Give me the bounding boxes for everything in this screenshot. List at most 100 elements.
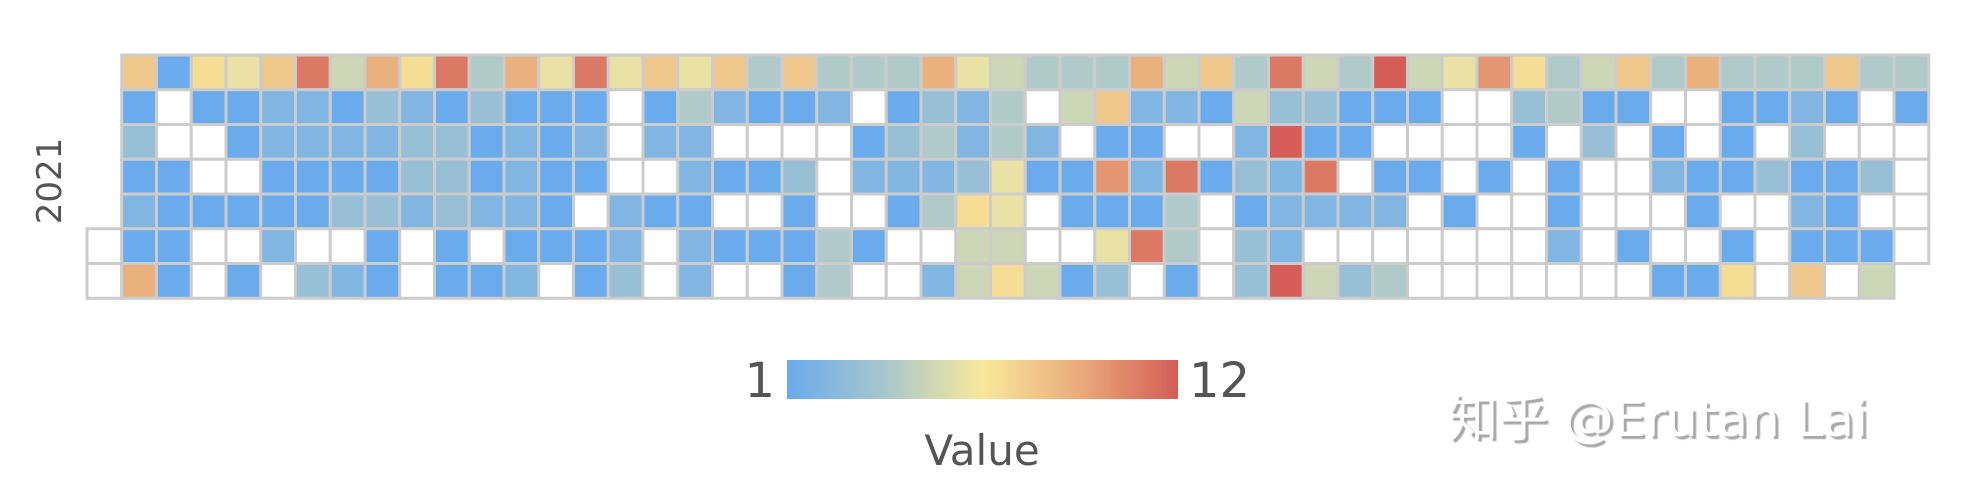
calendar-cell[interactable] — [189, 227, 228, 265]
calendar-cell[interactable] — [1649, 262, 1687, 300]
calendar-cell[interactable] — [1406, 192, 1444, 231]
calendar-cell[interactable] — [1892, 192, 1931, 231]
calendar-cell[interactable] — [1788, 192, 1826, 231]
calendar-cell[interactable] — [572, 227, 610, 265]
calendar-cell[interactable] — [1023, 53, 1062, 92]
calendar-cell[interactable] — [1649, 53, 1687, 92]
calendar-cell[interactable] — [1788, 123, 1826, 161]
calendar-cell[interactable] — [1718, 192, 1757, 231]
calendar-cell[interactable] — [1579, 192, 1618, 231]
calendar-cell[interactable] — [1197, 262, 1236, 300]
calendar-cell[interactable] — [537, 53, 575, 92]
calendar-cell[interactable] — [1684, 123, 1722, 161]
calendar-cell[interactable] — [433, 192, 471, 231]
calendar-cell[interactable] — [155, 157, 193, 196]
calendar-cell[interactable] — [884, 227, 923, 265]
calendar-cell[interactable] — [294, 88, 332, 126]
calendar-cell[interactable] — [1336, 157, 1375, 196]
calendar-cell[interactable] — [850, 123, 888, 161]
calendar-cell[interactable] — [884, 53, 923, 92]
calendar-cell[interactable] — [745, 157, 784, 196]
calendar-cell[interactable] — [1058, 157, 1097, 196]
calendar-cell[interactable] — [1892, 157, 1931, 196]
calendar-cell[interactable] — [711, 88, 749, 126]
calendar-cell[interactable] — [1718, 262, 1757, 300]
calendar-cell[interactable] — [1475, 88, 1514, 126]
calendar-cell[interactable] — [189, 53, 228, 92]
calendar-cell[interactable] — [780, 88, 819, 126]
calendar-cell[interactable] — [919, 123, 958, 161]
calendar-cell[interactable] — [572, 157, 610, 196]
calendar-cell[interactable] — [1023, 227, 1062, 265]
calendar-cell[interactable] — [328, 53, 367, 92]
calendar-cell[interactable] — [1892, 88, 1931, 126]
calendar-cell[interactable] — [745, 227, 784, 265]
calendar-cell[interactable] — [1023, 192, 1062, 231]
calendar-cell[interactable] — [745, 192, 784, 231]
calendar-cell[interactable] — [433, 123, 471, 161]
calendar-cell[interactable] — [502, 88, 541, 126]
calendar-cell[interactable] — [467, 227, 506, 265]
calendar-cell[interactable] — [398, 123, 436, 161]
calendar-cell[interactable] — [328, 123, 367, 161]
calendar-cell[interactable] — [1753, 123, 1792, 161]
calendar-cell[interactable] — [189, 157, 228, 196]
calendar-cell[interactable] — [1510, 192, 1548, 231]
calendar-cell[interactable] — [641, 192, 680, 231]
calendar-cell[interactable] — [155, 262, 193, 300]
calendar-cell[interactable] — [1545, 192, 1583, 231]
calendar-cell[interactable] — [1023, 157, 1062, 196]
calendar-cell[interactable] — [1197, 157, 1236, 196]
calendar-cell[interactable] — [1162, 53, 1201, 92]
calendar-cell[interactable] — [1267, 227, 1305, 265]
calendar-cell[interactable] — [606, 88, 645, 126]
calendar-cell[interactable] — [1892, 227, 1931, 265]
calendar-cell[interactable] — [676, 53, 714, 92]
calendar-cell[interactable] — [954, 53, 992, 92]
calendar-cell[interactable] — [1406, 262, 1444, 300]
calendar-cell[interactable] — [850, 262, 888, 300]
calendar-cell[interactable] — [884, 123, 923, 161]
calendar-cell[interactable] — [884, 88, 923, 126]
calendar-cell[interactable] — [1475, 157, 1514, 196]
calendar-cell[interactable] — [467, 262, 506, 300]
calendar-cell[interactable] — [1788, 53, 1826, 92]
calendar-cell[interactable] — [1371, 123, 1409, 161]
calendar-cell[interactable] — [641, 53, 680, 92]
calendar-cell[interactable] — [1579, 157, 1618, 196]
calendar-cell[interactable] — [641, 262, 680, 300]
calendar-cell[interactable] — [989, 53, 1027, 92]
calendar-cell[interactable] — [676, 88, 714, 126]
calendar-cell[interactable] — [1162, 88, 1201, 126]
calendar-cell[interactable] — [259, 227, 297, 265]
calendar-cell[interactable] — [1406, 88, 1444, 126]
calendar-cell[interactable] — [850, 227, 888, 265]
calendar-cell[interactable] — [1093, 157, 1131, 196]
calendar-cell[interactable] — [189, 88, 228, 126]
calendar-cell[interactable] — [919, 192, 958, 231]
calendar-cell[interactable] — [1510, 53, 1548, 92]
calendar-cell[interactable] — [676, 227, 714, 265]
calendar-cell[interactable] — [1753, 262, 1792, 300]
calendar-cell[interactable] — [1232, 192, 1270, 231]
calendar-cell[interactable] — [155, 192, 193, 231]
calendar-cell[interactable] — [433, 157, 471, 196]
calendar-cell[interactable] — [155, 88, 193, 126]
calendar-cell[interactable] — [1614, 192, 1653, 231]
calendar-cell[interactable] — [780, 227, 819, 265]
calendar-cell[interactable] — [363, 262, 402, 300]
calendar-cell[interactable] — [1684, 262, 1722, 300]
calendar-cell[interactable] — [1545, 88, 1583, 126]
calendar-cell[interactable] — [1857, 262, 1896, 300]
calendar-cell[interactable] — [155, 227, 193, 265]
calendar-cell[interactable] — [1545, 157, 1583, 196]
calendar-cell[interactable] — [1232, 227, 1270, 265]
calendar-cell[interactable] — [467, 157, 506, 196]
calendar-cell[interactable] — [1475, 262, 1514, 300]
calendar-cell[interactable] — [1614, 227, 1653, 265]
calendar-cell[interactable] — [259, 262, 297, 300]
calendar-cell[interactable] — [1232, 88, 1270, 126]
calendar-cell[interactable] — [1128, 88, 1166, 126]
calendar-cell[interactable] — [1440, 123, 1479, 161]
calendar-cell[interactable] — [1336, 192, 1375, 231]
